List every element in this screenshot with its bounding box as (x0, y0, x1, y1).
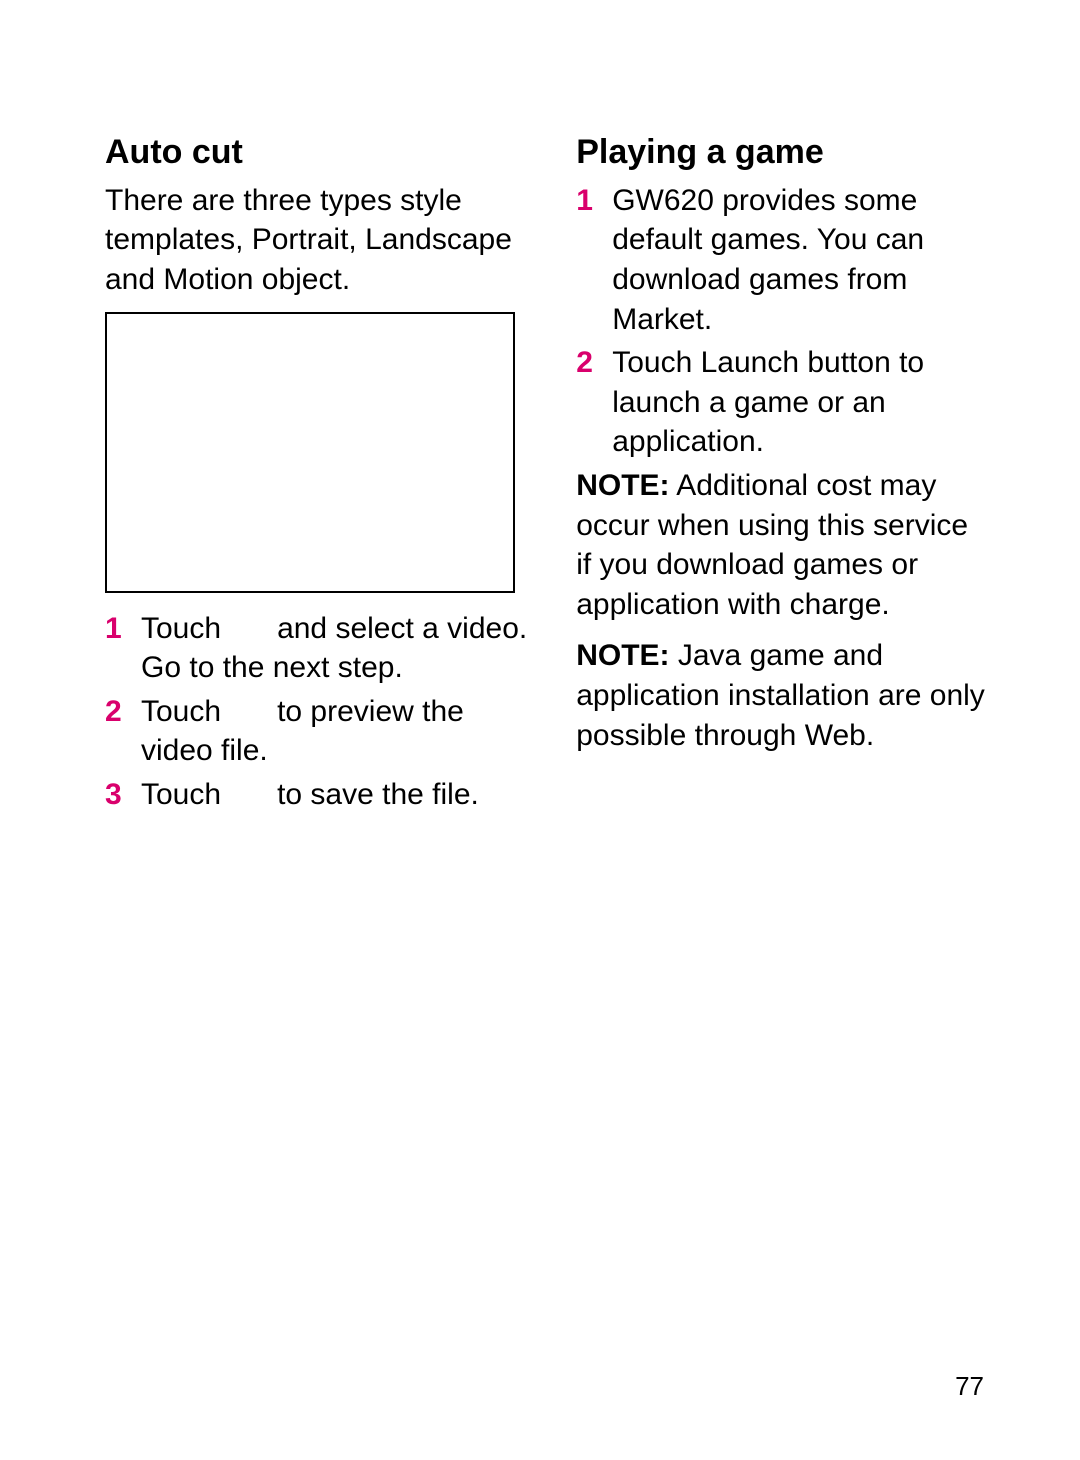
list-item: Touch Launch button to launch a game or … (576, 343, 990, 462)
right-column: Playing a game GW620 provides some defau… (576, 130, 990, 1400)
step-pre-text: Touch (141, 778, 221, 811)
image-placeholder (105, 312, 515, 593)
section-heading-playing-game: Playing a game (576, 130, 990, 175)
step-pre-text: Touch (141, 695, 221, 728)
step-text: GW620 provides some default games. You c… (612, 184, 924, 336)
step-text: Touch Launch button to launch a game or … (612, 346, 924, 458)
manual-page: Auto cut There are three types style tem… (0, 0, 1080, 1460)
note-2: NOTE: Java game and application installa… (576, 636, 990, 755)
section-heading-auto-cut: Auto cut (105, 130, 528, 175)
playing-game-steps: GW620 provides some default games. You c… (576, 181, 990, 462)
page-number: 77 (955, 1371, 984, 1402)
note-label: NOTE: (576, 469, 669, 502)
left-column: Auto cut There are three types style tem… (105, 130, 528, 1400)
list-item: Touch to save the file. (105, 775, 528, 815)
note-1: NOTE: Additional cost may occur when usi… (576, 466, 990, 624)
list-item: GW620 provides some default games. You c… (576, 181, 990, 339)
auto-cut-steps: Touchand select a video. Go to the next … (105, 609, 528, 815)
list-item: Touchand select a video. Go to the next … (105, 609, 528, 688)
step-pre-text: Touch (141, 612, 221, 645)
note-label: NOTE: (576, 639, 669, 672)
list-item: Touchto preview the video file. (105, 692, 528, 771)
auto-cut-intro: There are three types style templates, P… (105, 181, 528, 300)
step-post-text: to save the file. (277, 778, 479, 811)
